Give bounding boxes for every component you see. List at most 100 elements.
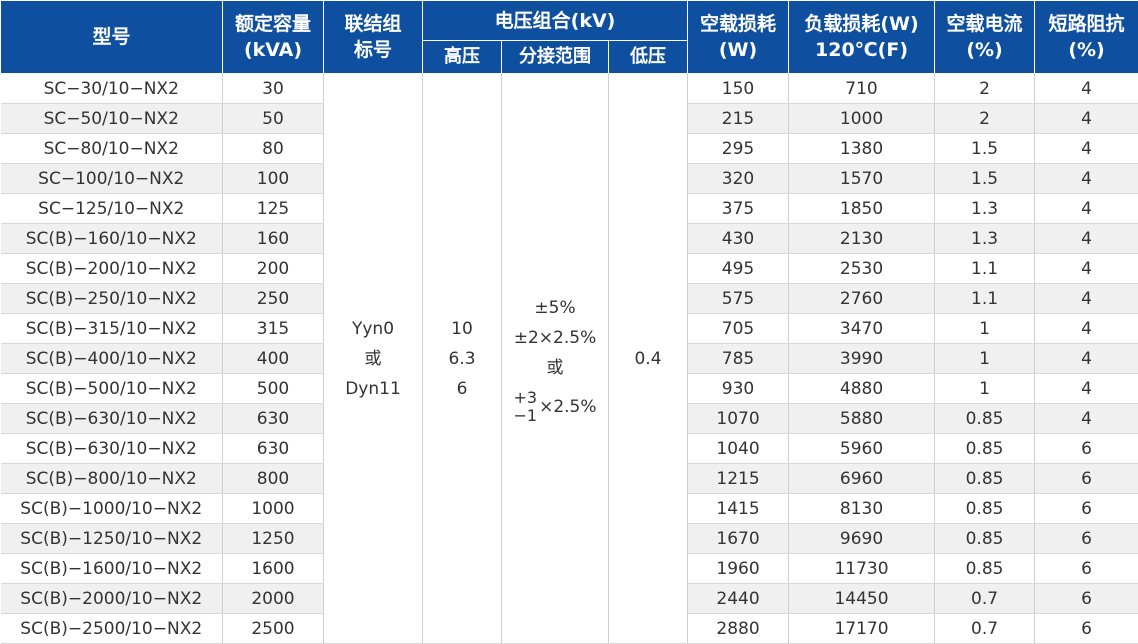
- capacity-cell: 630: [223, 434, 324, 464]
- impedance-cell: 4: [1035, 194, 1138, 224]
- no-load-current-cell: 0.85: [935, 464, 1035, 494]
- load-loss-cell: 17170: [789, 614, 935, 644]
- model-cell: SC(B)−800/10−NX2: [1, 464, 223, 494]
- impedance-cell: 6: [1035, 494, 1138, 524]
- model-cell: SC(B)−400/10−NX2: [1, 344, 223, 374]
- load-loss-cell: 2130: [789, 224, 935, 254]
- model-cell: SC−80/10−NX2: [1, 134, 223, 164]
- capacity-cell: 400: [223, 344, 324, 374]
- no-load-loss-cell: 215: [688, 104, 789, 134]
- capacity-cell: 200: [223, 254, 324, 284]
- load-loss-cell: 6960: [789, 464, 935, 494]
- connection-cell: Yyn0 或 Dyn11: [324, 74, 423, 644]
- capacity-cell: 315: [223, 314, 324, 344]
- no-load-current-cell: 1: [935, 374, 1035, 404]
- capacity-cell: 630: [223, 404, 324, 434]
- load-loss-cell: 2530: [789, 254, 935, 284]
- load-loss-cell: 2760: [789, 284, 935, 314]
- tap-suffix: ×2.5%: [539, 392, 596, 422]
- load-loss-cell: 8130: [789, 494, 935, 524]
- header-connection: 联结组 标号: [324, 1, 423, 74]
- capacity-cell: 1250: [223, 524, 324, 554]
- no-load-current-cell: 2: [935, 74, 1035, 104]
- model-cell: SC(B)−2000/10−NX2: [1, 584, 223, 614]
- header-no-load-current: 空载电流 (%): [935, 1, 1035, 74]
- capacity-cell: 250: [223, 284, 324, 314]
- connection-line: 或: [324, 344, 422, 374]
- no-load-loss-cell: 295: [688, 134, 789, 164]
- impedance-cell: 6: [1035, 464, 1138, 494]
- load-loss-cell: 3990: [789, 344, 935, 374]
- no-load-loss-cell: 575: [688, 284, 789, 314]
- header-no-load-loss: 空载损耗 (W): [688, 1, 789, 74]
- impedance-cell: 6: [1035, 524, 1138, 554]
- no-load-current-cell: 1.3: [935, 194, 1035, 224]
- load-loss-cell: 14450: [789, 584, 935, 614]
- lv-cell: 0.4: [609, 74, 688, 644]
- load-loss-cell: 710: [789, 74, 935, 104]
- no-load-loss-cell: 2880: [688, 614, 789, 644]
- impedance-cell: 4: [1035, 134, 1138, 164]
- model-cell: SC(B)−630/10−NX2: [1, 434, 223, 464]
- model-cell: SC(B)−1250/10−NX2: [1, 524, 223, 554]
- impedance-cell: 4: [1035, 224, 1138, 254]
- header-hv: 高压: [423, 41, 502, 74]
- no-load-loss-cell: 2440: [688, 584, 789, 614]
- no-load-current-cell: 0.85: [935, 404, 1035, 434]
- impedance-cell: 6: [1035, 434, 1138, 464]
- load-loss-cell: 1000: [789, 104, 935, 134]
- tap-line-4: +3 −1 ×2.5%: [502, 383, 608, 425]
- impedance-cell: 4: [1035, 404, 1138, 434]
- no-load-loss-cell: 1670: [688, 524, 789, 554]
- no-load-loss-cell: 705: [688, 314, 789, 344]
- impedance-cell: 4: [1035, 344, 1138, 374]
- impedance-cell: 6: [1035, 584, 1138, 614]
- impedance-cell: 4: [1035, 164, 1138, 194]
- capacity-cell: 125: [223, 194, 324, 224]
- no-load-loss-cell: 930: [688, 374, 789, 404]
- no-load-current-cell: 1.3: [935, 224, 1035, 254]
- tap-plus-minus: +3 −1: [513, 389, 537, 425]
- capacity-cell: 2000: [223, 584, 324, 614]
- no-load-current-cell: 0.85: [935, 434, 1035, 464]
- header-load-loss: 负载损耗(W) 120℃(F): [789, 1, 935, 74]
- no-load-current-cell: 0.7: [935, 584, 1035, 614]
- no-load-current-cell: 1.1: [935, 254, 1035, 284]
- model-cell: SC(B)−630/10−NX2: [1, 404, 223, 434]
- capacity-cell: 80: [223, 134, 324, 164]
- model-cell: SC−50/10−NX2: [1, 104, 223, 134]
- impedance-cell: 4: [1035, 254, 1138, 284]
- no-load-loss-cell: 430: [688, 224, 789, 254]
- model-cell: SC(B)−1000/10−NX2: [1, 494, 223, 524]
- tap-line-2: ±2×2.5%: [502, 323, 608, 353]
- no-load-loss-cell: 375: [688, 194, 789, 224]
- no-load-loss-cell: 320: [688, 164, 789, 194]
- model-cell: SC(B)−250/10−NX2: [1, 284, 223, 314]
- header-impedance: 短路阻抗 (%): [1035, 1, 1138, 74]
- tap-fraction: +3 −1 ×2.5%: [513, 389, 596, 425]
- no-load-current-cell: 0.85: [935, 494, 1035, 524]
- model-cell: SC(B)−1600/10−NX2: [1, 554, 223, 584]
- header-model: 型号: [1, 1, 223, 74]
- no-load-current-cell: 1.5: [935, 134, 1035, 164]
- tap-line-1: ±5%: [502, 293, 608, 323]
- impedance-cell: 4: [1035, 374, 1138, 404]
- model-cell: SC(B)−315/10−NX2: [1, 314, 223, 344]
- tap-range-cell: ±5% ±2×2.5% 或 +3 −1 ×2.5%: [502, 74, 609, 644]
- no-load-loss-cell: 1070: [688, 404, 789, 434]
- connection-line: Yyn0: [324, 314, 422, 344]
- capacity-cell: 2500: [223, 614, 324, 644]
- header-tap-range: 分接范围: [502, 41, 609, 74]
- header-voltage-group: 电压组合(kV): [423, 1, 688, 41]
- capacity-cell: 1000: [223, 494, 324, 524]
- load-loss-cell: 5880: [789, 404, 935, 434]
- no-load-loss-cell: 785: [688, 344, 789, 374]
- load-loss-cell: 1850: [789, 194, 935, 224]
- model-cell: SC−100/10−NX2: [1, 164, 223, 194]
- no-load-current-cell: 0.7: [935, 614, 1035, 644]
- header-lv: 低压: [609, 41, 688, 74]
- impedance-cell: 4: [1035, 284, 1138, 314]
- capacity-cell: 30: [223, 74, 324, 104]
